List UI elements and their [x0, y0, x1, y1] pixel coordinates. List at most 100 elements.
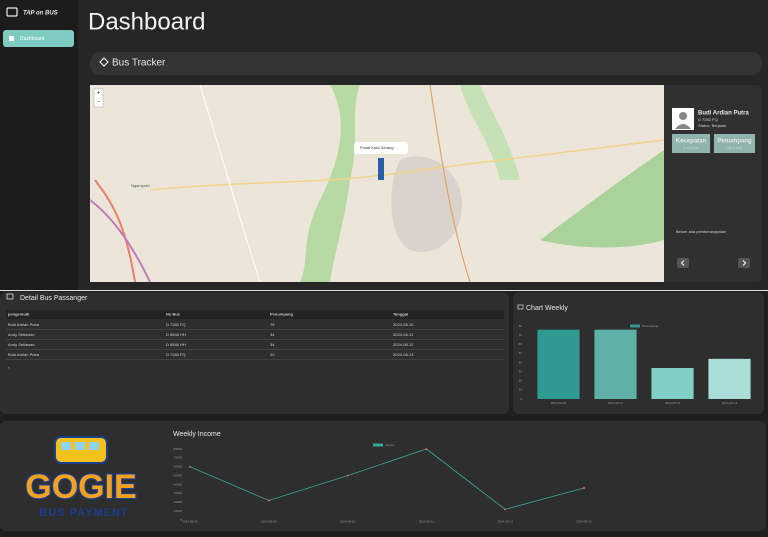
logo-title: GOGIE [25, 468, 136, 506]
table-cell: Budi Adrian Putra [8, 322, 40, 327]
x-tick-label: 2024-08-10 [551, 401, 567, 405]
line [189, 448, 585, 510]
table-cell: 2024-08-13 [393, 352, 414, 357]
column-header: pengemudi [8, 312, 29, 317]
point [583, 487, 585, 490]
y-tick-label: 50000 [174, 473, 183, 477]
table-cell: 34 [270, 332, 275, 337]
map-road [149, 139, 665, 191]
table-icon [6, 293, 14, 300]
table-cell: 2024-08-10 [393, 322, 414, 327]
table-cell: 76 [270, 322, 275, 327]
y-tick-label: 80000 [174, 447, 183, 451]
pagination[interactable]: › [8, 365, 10, 370]
table-cell: D 8848 HH [166, 332, 186, 337]
nav-item[interactable] [3, 30, 74, 47]
popup-text: Pusat Kota Serang [360, 145, 394, 150]
table-header-bg [6, 310, 504, 319]
map-city [391, 156, 462, 252]
prev-icon [680, 260, 685, 266]
map-forest [460, 85, 520, 180]
zoom-in[interactable]: + [97, 91, 101, 97]
y-tick-label: 60 [519, 342, 523, 346]
driver-status: Status: Berjalan [698, 123, 726, 128]
table-cell: Budi Adrian Putra [8, 352, 40, 357]
stat-box [714, 134, 755, 153]
stat-value: 0 km/jam [683, 145, 700, 150]
nav-label[interactable]: Dashboard [20, 36, 45, 42]
table-cell: Andy Setiawan [8, 332, 35, 337]
y-tick-label: 30 [519, 369, 523, 373]
point [425, 448, 428, 450]
stat-value: 48 orang [727, 145, 743, 150]
y-tick-label: 80 [519, 324, 523, 328]
stat-label: Kecepatan [676, 139, 707, 145]
map-forest [300, 85, 360, 282]
x-tick-label: 2024-08-12 [498, 519, 514, 523]
x-tick-label: 2024-08-10 [340, 519, 356, 523]
logo-window [89, 442, 99, 450]
x-tick-label: 2024-08-13 [576, 519, 592, 523]
bus-marker[interactable] [378, 158, 384, 180]
next-icon [742, 260, 747, 266]
legend-swatch [630, 324, 640, 328]
x-tick-label: 2024-08-12 [665, 401, 681, 405]
map[interactable]: + − Ngamprah Pusat Kota Serang [89, 84, 665, 283]
chart-icon [517, 304, 524, 310]
map-forest [540, 150, 664, 248]
driver-name: Budi Ardian Putra [698, 111, 749, 117]
y-tick-label: 20000 [174, 500, 183, 504]
chart-title: Weekly Income [173, 431, 221, 438]
stat-label: Penumpang [717, 139, 752, 145]
table-cell: D 8848 HH [166, 342, 186, 347]
next-button[interactable] [738, 258, 750, 268]
y-tick-label: 70000 [174, 456, 183, 460]
logo-window [75, 442, 85, 450]
map-label: Ngamprah [131, 183, 150, 188]
chart-title: Chart Weekly [526, 305, 568, 312]
table-card [0, 292, 509, 414]
zoom-control[interactable] [93, 88, 104, 108]
brand-icon [6, 7, 18, 17]
table-cell: 34 [270, 342, 275, 347]
table-cell: Andy Setiawan [8, 342, 35, 347]
page-title: Dashboard [88, 8, 205, 35]
nav-icon [9, 36, 14, 41]
zoom-out[interactable]: − [97, 100, 101, 106]
table-cell: 2024-08-11 [393, 332, 414, 337]
bar [708, 358, 751, 399]
point [504, 508, 507, 511]
map-bg [90, 85, 664, 282]
prev-button[interactable] [677, 258, 689, 268]
y-tick-label: 50 [519, 351, 523, 355]
x-tick-label: 2024-08-11 [608, 401, 623, 405]
avatar-head [679, 112, 687, 120]
point [189, 465, 191, 468]
x-tick-label: 2024-08-11 [419, 519, 434, 523]
y-tick-label: 40 [519, 360, 523, 364]
tracker-header [90, 52, 762, 75]
logo: GOGIE BUS PAYMENT [24, 436, 138, 519]
y-tick-label: 60000 [174, 465, 183, 469]
stat-box [672, 134, 710, 153]
legend-label: Penumpang [642, 324, 659, 328]
table-cell: 20 [270, 352, 275, 357]
y-tick-label: 30000 [174, 491, 183, 495]
y-tick-label: 10000 [174, 509, 183, 513]
sidebar [0, 0, 78, 290]
map-road [94, 179, 136, 283]
point [267, 499, 270, 502]
logo-window [61, 442, 71, 450]
income-card [0, 421, 766, 531]
column-header: No Bus [166, 312, 181, 317]
legend-label: Income [385, 443, 395, 447]
point [346, 474, 349, 477]
logo-subtitle: BUS PAYMENT [39, 507, 128, 519]
map-popup [354, 142, 408, 154]
y-tick-label: 10 [519, 388, 523, 392]
x-tick-label: 2024-08-13 [722, 401, 738, 405]
avatar-body [675, 124, 691, 129]
bar [537, 329, 580, 399]
y-tick-label: 20 [519, 379, 523, 383]
